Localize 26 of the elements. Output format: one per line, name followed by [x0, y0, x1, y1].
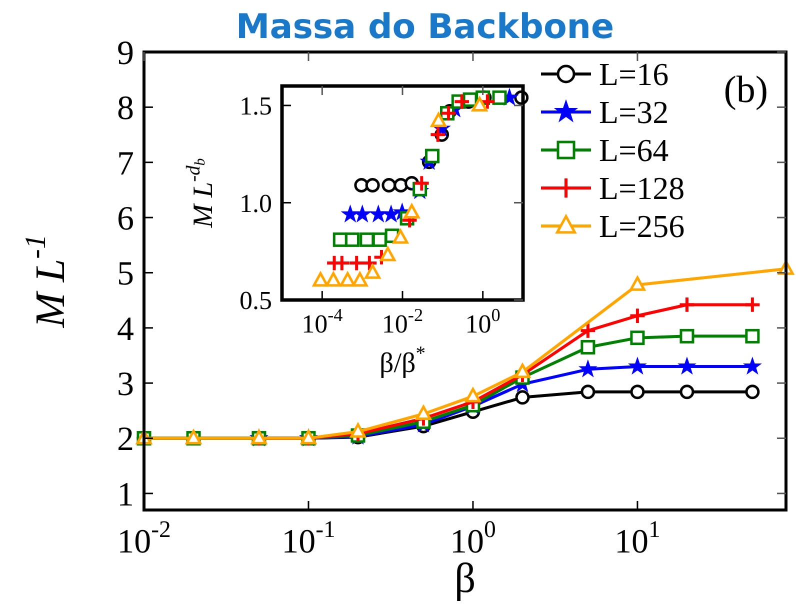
x-tick-label: 10$^{-4}$: [302, 304, 343, 338]
y-tick-label: 8: [117, 90, 134, 128]
x-tick-label: 10$^{-2}$: [117, 517, 171, 560]
x-axis-title: β/β$^{*}$: [379, 343, 426, 379]
legend-label: L=16: [599, 56, 669, 92]
y-tick-label: 7: [117, 145, 134, 182]
y-tick-label: 4: [117, 310, 134, 348]
x-tick-label: 10$^{-1}$: [282, 517, 336, 560]
legend-label: L=64: [599, 132, 669, 168]
y-tick-label: 6: [117, 200, 134, 238]
x-tick-label: 10$^{1}$: [614, 517, 660, 560]
y-tick-label: 0.5: [240, 286, 272, 316]
y-tick-label: 1.5: [240, 92, 272, 121]
x-tick-label: 10$^{-2}$: [382, 304, 424, 338]
legend-label: L=32: [599, 94, 669, 130]
y-tick-label: 1.0: [240, 188, 272, 218]
y-tick-label: 1: [117, 476, 134, 514]
x-tick-label: 10$^{0}$: [465, 304, 500, 338]
y-tick-label: 3: [117, 366, 134, 403]
legend-label: L=128: [599, 170, 685, 206]
y-tick-label: 5: [117, 256, 134, 293]
y-tick-label: 2: [117, 421, 134, 458]
legend-label: L=256: [599, 208, 685, 244]
chart-title: Massa do Backbone: [236, 7, 614, 47]
annotation: (b): [724, 69, 768, 111]
y-tick-label: 9: [117, 34, 134, 72]
